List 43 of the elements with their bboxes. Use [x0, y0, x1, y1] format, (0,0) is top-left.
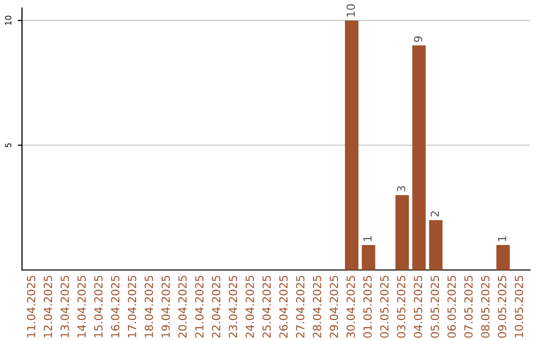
data-label: 10	[346, 4, 355, 16]
x-tick-label: 24.04.2025	[246, 276, 254, 338]
x-tick-label: 08.05.2025	[481, 276, 490, 338]
data-label: 2	[430, 211, 439, 217]
x-tick-label: 04.05.2025	[414, 276, 422, 338]
x-tick-label: 16.04.2025	[111, 276, 120, 338]
x-tick-label: 12.04.2025	[44, 276, 52, 338]
bar	[344, 20, 358, 270]
data-label: 1	[498, 236, 506, 242]
bar	[429, 220, 443, 270]
x-tick-label: 22.04.2025	[212, 276, 220, 338]
x-tick-label: 23.04.2025	[228, 276, 238, 338]
x-tick-label: 07.05.2025	[464, 276, 473, 338]
bar	[362, 245, 376, 270]
x-tick-label: 05.05.2025	[430, 276, 440, 338]
x-tick-label: 01.05.2025	[363, 276, 372, 338]
x-tick-label: 26.04.2025	[279, 276, 288, 338]
x-tick-label: 06.05.2025	[447, 276, 456, 338]
x-tick-label: 25.04.2025	[262, 276, 271, 338]
x-tick-label: 19.04.2025	[161, 276, 170, 338]
y-tick-label: 5	[5, 143, 12, 148]
data-label: 1	[363, 236, 372, 242]
x-tick-label: 30.04.2025	[346, 276, 355, 338]
x-tick-label: 11.04.2025	[26, 276, 36, 338]
x-tick-label: 13.04.2025	[60, 276, 69, 338]
x-tick-label: 02.05.2025	[380, 276, 389, 338]
x-tick-label: 18.04.2025	[144, 276, 154, 338]
bar	[496, 245, 510, 270]
x-tick-label: 27.04.2025	[296, 276, 304, 338]
x-tick-label: 29.04.2025	[330, 276, 338, 338]
x-tick-label: 28.04.2025	[312, 276, 322, 338]
x-tick-label: 20.04.2025	[178, 276, 187, 338]
x-tick-label: 10.05.2025	[514, 276, 524, 338]
x-tick-label: 21.04.2025	[195, 276, 204, 338]
data-label: 9	[414, 36, 422, 42]
bar	[395, 195, 409, 270]
x-tick-label: 17.04.2025	[128, 276, 136, 338]
x-tick-label: 09.05.2025	[498, 276, 506, 338]
x-tick-label: 15.04.2025	[94, 276, 103, 338]
x-tick-label: 14.04.2025	[77, 276, 86, 338]
data-label: 3	[396, 186, 406, 192]
x-tick-label: 03.05.2025	[396, 276, 406, 338]
bar	[412, 45, 426, 270]
